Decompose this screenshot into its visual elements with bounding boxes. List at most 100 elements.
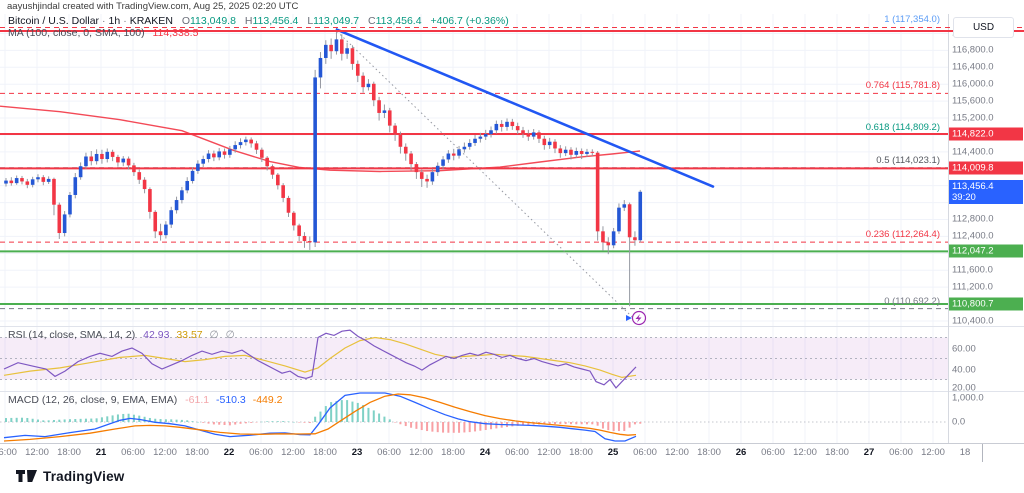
rsi-indicator-header[interactable]: RSI (14, close, SMA, 14, 2) 42.93 33.57 …: [8, 329, 235, 341]
symbol-header[interactable]: Bitcoin / U.S. Dollar · 1h · KRAKEN O113,049…: [8, 15, 509, 27]
price-axis-label: 111,600.0: [952, 264, 993, 276]
macd-hist-value: -61.1: [185, 394, 210, 406]
price-axis-label: 116,800.0: [952, 44, 994, 56]
exchange-label: KRAKEN: [129, 15, 173, 27]
resistance-line[interactable]: [0, 29, 1024, 33]
price-axis-label: 116,400.0: [952, 61, 994, 73]
time-axis-label: 18:00: [185, 447, 209, 458]
resistance-line[interactable]: [0, 26, 1024, 29]
ohlc-open-key: O: [181, 15, 190, 27]
price-axis-label: 110,400.0: [952, 315, 994, 327]
attribution-text: aayushjindal created with TradingView.co…: [0, 0, 1024, 14]
time-axis-label: 06:00: [377, 447, 401, 458]
indicator-axis-label: 40.00: [952, 364, 976, 376]
price-axis-label: 112,400.0: [952, 230, 994, 242]
time-axis-label: 18:00: [569, 447, 593, 458]
indicator-axis-label: 1,000.0: [952, 392, 984, 404]
tradingview-logo-text: TradingView: [43, 469, 125, 484]
time-axis-label: 24: [479, 447, 491, 458]
time-axis[interactable]: 06:00 12:00 18:00 21 06:00 12:00 18:00 22 06:00 1…: [0, 443, 1024, 463]
time-axis-label: 18:00: [57, 447, 81, 458]
time-axis-label: 12:00: [793, 447, 817, 458]
rsi-sma-value: 33.57: [176, 329, 203, 341]
macd-label: MACD (12, 26, close, 9, EMA, EMA): [8, 394, 178, 406]
time-axis-label: 12:00: [409, 447, 433, 458]
macd-value: -510.3: [216, 394, 246, 406]
indicator-axis-label: 20.00: [952, 382, 976, 394]
price-axis[interactable]: 117,200.0116,800.0116,400.0116,000.0115,…: [948, 14, 1024, 443]
time-axis-label: 12:00: [25, 447, 49, 458]
macd-indicator-header[interactable]: MACD (12, 26, close, 9, EMA, EMA) -61.1 …: [8, 394, 282, 406]
ma-indicator-header[interactable]: MA (100, close, 0, SMA, 100) 114,338.5: [8, 27, 198, 39]
symbol-name: Bitcoin / U.S. Dollar: [8, 15, 100, 27]
ohlc-open-value: 113,049.8: [190, 15, 236, 27]
time-axis-label: 06:00: [505, 447, 529, 458]
time-axis-label: 06:00: [121, 447, 145, 458]
price-axis-label: 112,800.0: [952, 213, 994, 225]
price-flag: 110,800.7: [948, 297, 1023, 311]
interval-label[interactable]: 1h: [108, 15, 121, 27]
time-axis-label: 21: [95, 447, 107, 458]
ohlc-low-key: L: [307, 15, 314, 27]
time-axis-corner-divider: [982, 444, 983, 463]
tradingview-logo-icon: [16, 470, 37, 482]
fib-level-label: 0.5 (114,023.1): [876, 154, 940, 166]
pane-separator-rsi[interactable]: [0, 326, 1024, 327]
price-change: +406.7 (+0.36%): [430, 15, 509, 27]
fib-level-label: 1 (117,354.0): [884, 13, 940, 25]
price-axis-label: 114,400.0: [952, 146, 994, 158]
fib-level-label: 0.236 (112,264.4): [865, 229, 940, 241]
rsi-label: RSI (14, close, SMA, 14, 2): [8, 329, 136, 341]
time-axis-label: 18:00: [313, 447, 337, 458]
time-axis-label: 06:00: [761, 447, 785, 458]
countdown-timer: 39:20: [952, 191, 976, 203]
time-axis-label: 12:00: [537, 447, 561, 458]
time-axis-label: 06:00: [633, 447, 657, 458]
price-flag: 114,822.0: [948, 127, 1023, 141]
time-axis-label: 18: [959, 447, 971, 458]
price-flag: 113,456.4 39:20: [948, 179, 1023, 204]
time-axis-label: 26: [735, 447, 747, 458]
tradingview-logo[interactable]: TradingView: [16, 469, 124, 484]
rsi-hidden-plot-2: ∅: [225, 329, 235, 341]
price-axis-label: 111,200.0: [952, 281, 993, 293]
time-axis-label: 22: [223, 447, 235, 458]
macd-signal-value: -449.2: [252, 394, 283, 406]
price-flag: 114,009.8: [948, 161, 1023, 175]
rsi-value: 42.93: [143, 329, 170, 341]
fib-level-label: 0.618 (114,809.2): [865, 121, 940, 133]
indicator-axis-label: 0.0: [952, 416, 966, 428]
fib-level-label: 0.764 (115,781.8): [865, 80, 940, 92]
time-axis-label: 12:00: [665, 447, 689, 458]
time-axis-label: 06:00: [249, 447, 273, 458]
footer-bar: TradingView: [0, 462, 1024, 493]
price-axis-label: 116,000.0: [952, 78, 994, 90]
time-axis-label: 12:00: [281, 447, 305, 458]
indicator-axis-label: 60.00: [952, 343, 976, 355]
time-axis-label: 23: [351, 447, 363, 458]
price-axis-border: [948, 14, 949, 443]
time-axis-label: 12:00: [921, 447, 945, 458]
pane-separator-macd[interactable]: [0, 391, 1024, 392]
price-axis-label: 115,600.0: [952, 95, 994, 107]
rsi-hidden-plot-1: ∅: [209, 329, 219, 341]
ohlc-close-value: 113,456.4: [375, 15, 422, 27]
currency-toggle-button[interactable]: USD: [953, 17, 1014, 38]
time-axis-label: 27: [863, 447, 875, 458]
ohlc-high-key: H: [244, 15, 253, 27]
time-axis-label: 06:00: [0, 447, 17, 458]
ohlc-high-value: 113,456.4: [252, 15, 299, 27]
ohlc-low-value: 113,049.7: [313, 15, 360, 27]
chart-canvas[interactable]: [0, 0, 948, 443]
ma-value: 114,338.5: [152, 27, 199, 39]
price-flag: 112,047.2: [948, 244, 1023, 258]
time-axis-label: 06:00: [889, 447, 913, 458]
price-axis-label: 115,200.0: [952, 112, 994, 124]
time-axis-label: 18:00: [697, 447, 721, 458]
ma-label: MA (100, close, 0, SMA, 100): [8, 27, 145, 39]
time-axis-label: 25: [607, 447, 619, 458]
time-axis-label: 18:00: [441, 447, 465, 458]
fib-level-label: 0 (110,692.2): [884, 295, 940, 307]
ohlc-close-key: C: [368, 15, 376, 27]
